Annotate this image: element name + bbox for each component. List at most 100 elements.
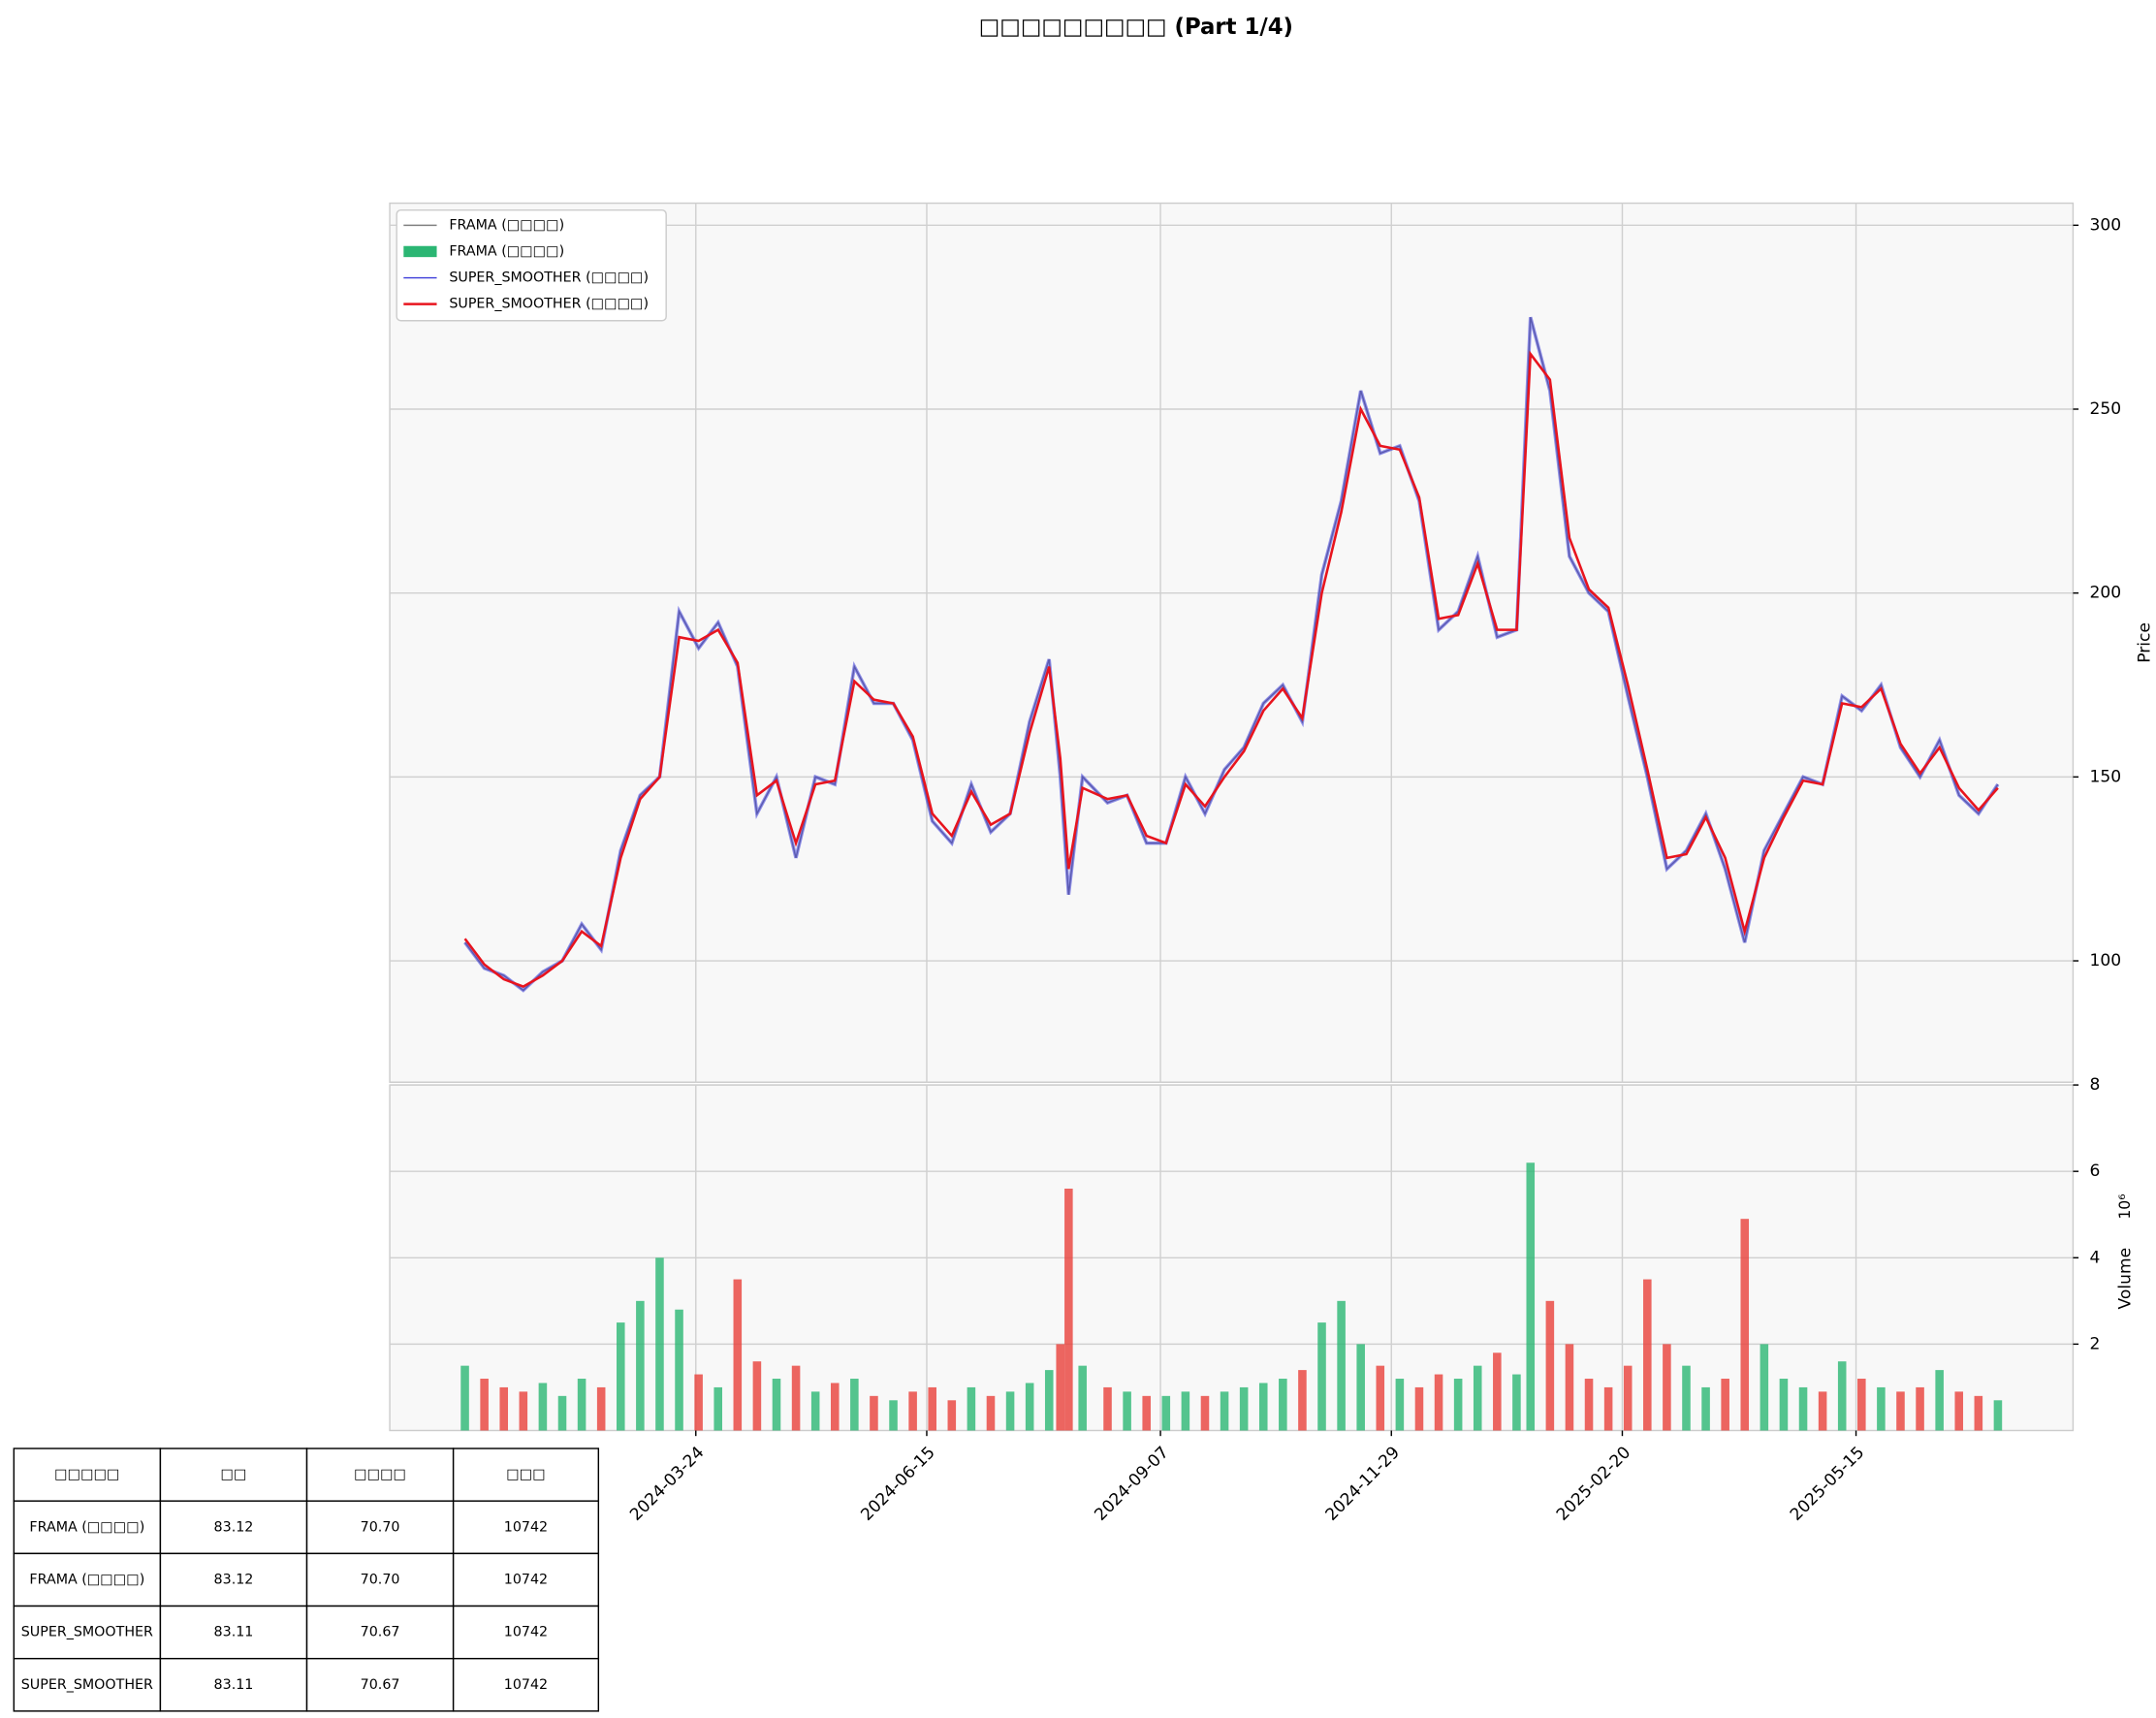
table-text: SUPER_SMOOTHER — [21, 1677, 153, 1693]
table-text: □□ — [220, 1467, 246, 1482]
table-cell — [13, 1657, 162, 1712]
volume-bar — [889, 1400, 898, 1431]
table-cell — [305, 1500, 455, 1555]
table-text: 83.11 — [214, 1625, 254, 1640]
volume-bar — [1434, 1374, 1443, 1431]
table-text: 10742 — [504, 1677, 548, 1693]
legend-label: FRAMA (□□□□) — [449, 243, 564, 259]
volume-bar — [557, 1395, 567, 1431]
stats-table: □□□□□ □□ □□□□ □□□FRAMA (□□□□) 83.12 70.70 1074… — [13, 1448, 600, 1712]
x-tick-label: 2025-02-20 — [1553, 1443, 1634, 1524]
volume-bar — [1103, 1386, 1112, 1431]
volume-bar — [1044, 1370, 1054, 1431]
volume-bar — [1414, 1386, 1424, 1431]
price-line — [463, 316, 2000, 993]
table-text: 10742 — [504, 1625, 548, 1640]
volume-bar — [1721, 1379, 1729, 1431]
volume-bar — [616, 1322, 625, 1431]
y2-tick-label: 2 — [2090, 1334, 2101, 1353]
volume-bar — [460, 1365, 469, 1431]
volume-bar — [1837, 1361, 1847, 1431]
volume-bar — [636, 1300, 645, 1431]
table-cell — [13, 1605, 162, 1660]
table-cell — [305, 1552, 455, 1607]
volume-bar — [1376, 1365, 1385, 1431]
volume-bar — [1512, 1374, 1521, 1431]
table-cell — [305, 1657, 455, 1712]
volume-bar — [1056, 1344, 1065, 1431]
table-cell — [452, 1605, 600, 1660]
legend-box — [396, 208, 667, 322]
volume-bar — [1142, 1395, 1151, 1431]
y-axis-label: Price — [2136, 622, 2155, 663]
table-text: □□□□ — [354, 1467, 406, 1482]
y2-tick-label: 6 — [2090, 1161, 2101, 1181]
volume-bar — [519, 1391, 528, 1431]
volume-bar — [870, 1395, 878, 1431]
volume-bar — [1279, 1379, 1287, 1431]
y2-axis-label: Volume — [2116, 1248, 2136, 1310]
table-cell — [13, 1552, 162, 1607]
volume-bar — [1603, 1386, 1613, 1431]
volume-bar — [1682, 1365, 1691, 1431]
table-text: SUPER_SMOOTHER — [21, 1625, 153, 1640]
volume-bar — [1161, 1395, 1171, 1431]
y-tick-label: 300 — [2090, 215, 2122, 235]
volume-bar — [1623, 1365, 1633, 1431]
table-text: 10742 — [504, 1572, 548, 1587]
volume-bar — [1337, 1300, 1346, 1431]
table-text: 83.12 — [214, 1519, 254, 1535]
volume-bar — [1545, 1300, 1555, 1431]
legend-label: FRAMA (□□□□) — [449, 217, 564, 233]
x-tick-label: 2024-11-29 — [1322, 1443, 1404, 1524]
volume-bar — [1239, 1386, 1249, 1431]
volume-bar — [1779, 1379, 1789, 1431]
y-tick-label: 100 — [2090, 951, 2122, 970]
volume-bar — [733, 1279, 743, 1431]
volume-bar — [480, 1379, 489, 1431]
table-text: 70.67 — [361, 1625, 400, 1640]
x-tick-label: 2024-06-15 — [857, 1443, 938, 1524]
volume-bar — [1701, 1386, 1710, 1431]
table-text: FRAMA (□□□□) — [29, 1519, 144, 1535]
volume-bar — [655, 1257, 664, 1431]
table-cell — [13, 1500, 162, 1555]
volume-bar — [1526, 1162, 1536, 1431]
volume-bar — [1493, 1352, 1502, 1431]
volume-bar — [1740, 1219, 1750, 1431]
volume-bar — [1896, 1391, 1905, 1431]
table-cell — [452, 1657, 600, 1712]
volume-bar — [967, 1386, 976, 1431]
table-cell — [13, 1448, 162, 1502]
volume-bar — [908, 1391, 917, 1431]
legend-swatch — [403, 245, 437, 258]
volume-bar — [1298, 1370, 1307, 1431]
price-panel — [389, 202, 2075, 1083]
volume-bar — [830, 1383, 840, 1431]
volume-bar — [1356, 1344, 1365, 1431]
table-text: 83.11 — [214, 1677, 254, 1693]
y2-tick-label: 8 — [2090, 1075, 2101, 1095]
volume-bar — [1258, 1383, 1268, 1431]
table-cell — [305, 1605, 455, 1660]
volume-bar — [1935, 1370, 1944, 1431]
price-line — [463, 350, 1999, 988]
volume-bar — [752, 1361, 762, 1431]
volume-bar — [1857, 1379, 1866, 1431]
y-tick-label: 250 — [2090, 399, 2122, 419]
y-tick-label: 200 — [2090, 584, 2122, 603]
x-tick-label: 2025-05-15 — [1787, 1443, 1868, 1524]
volume-bar — [1643, 1279, 1652, 1431]
volume-bar — [772, 1379, 781, 1431]
legend-label: SUPER_SMOOTHER (□□□□) — [449, 270, 649, 286]
volume-bar — [1916, 1386, 1924, 1431]
volume-bar — [1473, 1365, 1482, 1431]
volume-bar — [538, 1383, 548, 1431]
table-cell — [159, 1657, 308, 1712]
volume-bar — [1064, 1189, 1073, 1431]
volume-bar — [675, 1309, 683, 1431]
volume-bar — [499, 1386, 509, 1431]
volume-bar — [928, 1386, 936, 1431]
volume-bar — [1954, 1391, 1964, 1431]
